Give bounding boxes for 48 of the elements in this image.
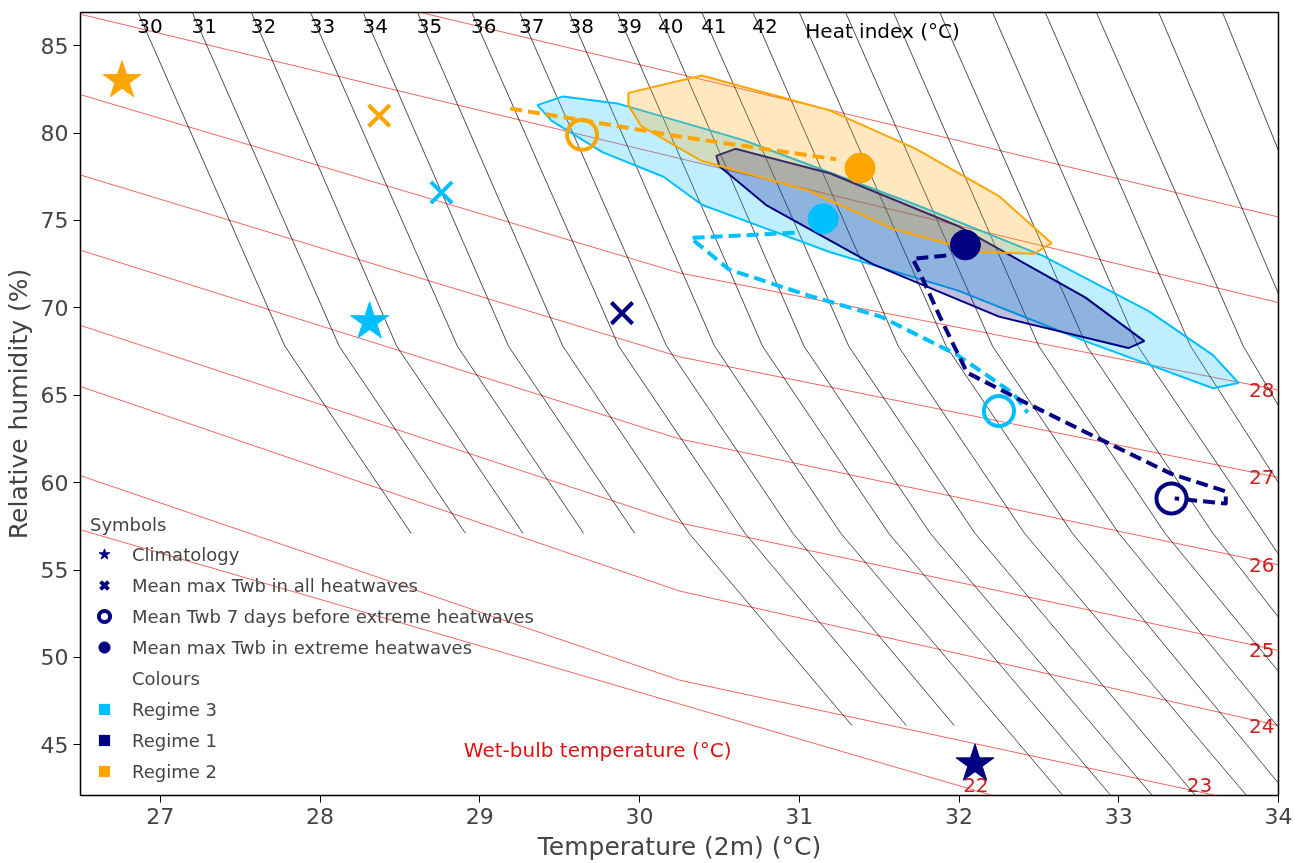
legend-label: Regime 1 (132, 728, 217, 753)
x-tick-label: 34 (1264, 803, 1293, 829)
legend-label: Mean max Twb in extreme heatwaves (132, 635, 473, 660)
x-axis-title: Temperature (2m) (°C) (536, 831, 822, 861)
annotation: Heat index (°C) (805, 18, 960, 43)
y-tick-label: 60 (40, 470, 69, 496)
y-tick-label: 45 (40, 732, 69, 758)
line-series (508, 106, 839, 162)
x-tick-label: 29 (465, 803, 494, 829)
series-label: 42 (752, 13, 778, 38)
annotation: Colours (132, 666, 200, 691)
series-label: 41 (701, 13, 727, 38)
y-tick-label: 55 (40, 558, 69, 584)
x-tick-label: 33 (1104, 803, 1133, 829)
series-label: 28 (1249, 378, 1275, 403)
y-axis-title: Relative humidity (%) (3, 268, 33, 540)
series-label: 24 (1249, 713, 1275, 738)
annotation: Wet-bulb temperature (°C) (463, 738, 732, 763)
series-label: 23 (1186, 772, 1213, 797)
y-tick-label: 65 (40, 383, 69, 409)
y-tick-label: 70 (40, 295, 69, 321)
series-label: 33 (309, 13, 336, 38)
y-tick-label: 75 (40, 208, 69, 234)
series-label: 30 (137, 13, 163, 38)
legend-label: Regime 2 (132, 759, 217, 784)
series-label: 35 (416, 13, 443, 38)
series-label: 27 (1249, 465, 1275, 490)
y-tick-label: 80 (40, 121, 69, 147)
x-tick-label: 31 (785, 803, 814, 829)
series-label: 32 (250, 13, 277, 38)
series-label: 40 (658, 13, 684, 38)
x-tick-label: 28 (306, 803, 335, 829)
x-tick-label: 30 (625, 803, 654, 829)
legend-label: Regime 3 (132, 697, 217, 722)
series-label: 22 (963, 772, 989, 797)
series-label: 37 (519, 13, 545, 38)
y-tick-label: 85 (40, 33, 69, 59)
series-label: 38 (568, 13, 595, 38)
x-tick-label: 27 (146, 803, 175, 829)
series-label: 36 (471, 13, 497, 38)
y-tick-label: 50 (40, 645, 69, 671)
series-label: 31 (191, 13, 218, 38)
series-label: 25 (1249, 638, 1275, 663)
series-label: 34 (362, 13, 388, 38)
legend-title: Symbols (90, 514, 168, 535)
x-tick-label: 32 (945, 803, 974, 829)
series-label: 26 (1249, 552, 1275, 577)
series-label: 39 (616, 13, 642, 38)
